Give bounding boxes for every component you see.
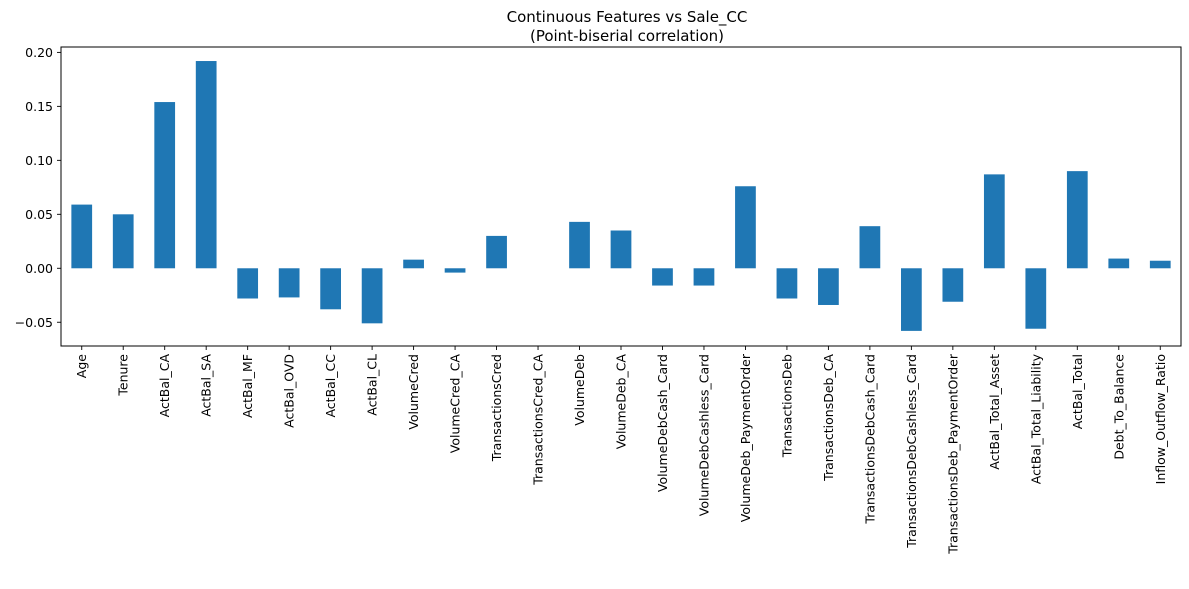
x-tick-label: VolumeDeb_CA xyxy=(614,354,629,450)
bar-actbal-cc xyxy=(320,268,341,310)
bar-volumecred-ca xyxy=(444,268,466,273)
bar-actbal-total-asset xyxy=(983,174,1005,269)
x-tick-label: ActBal_Total_Liability xyxy=(1028,353,1043,484)
bar-transactionsdeb xyxy=(776,268,798,299)
chart-title-line-1: Continuous Features vs Sale_CC xyxy=(507,8,748,27)
x-tick-label: TransactionsDebCashless_Card xyxy=(904,354,919,549)
bar-actbal-total-liability xyxy=(1025,268,1047,329)
x-tick-label: VolumeDeb xyxy=(572,354,587,426)
y-tick-label: −0.05 xyxy=(15,315,53,330)
bar-volumedebcashless-card xyxy=(693,268,715,286)
x-tick-label: TransactionsDeb xyxy=(779,354,794,458)
x-tick-label: VolumeCred_CA xyxy=(448,354,463,454)
y-tick-label: 0.15 xyxy=(25,99,53,114)
x-tick-label: ActBal_MF xyxy=(240,354,255,418)
y-tick-label: 0.05 xyxy=(25,207,53,222)
bar-actbal-cl xyxy=(361,268,383,324)
bar-volumedeb-ca xyxy=(610,230,632,269)
bar-volumecred xyxy=(403,259,424,269)
bar-actbal-ca xyxy=(154,102,176,269)
x-tick-label: Age xyxy=(74,354,89,378)
x-tick-label: TransactionsDeb_PaymentOrder xyxy=(945,353,960,555)
bar-inflow-outflow-ratio xyxy=(1149,260,1171,269)
plot-frame xyxy=(60,46,1182,347)
y-tick-label: 0.00 xyxy=(25,261,53,276)
bar-tenure xyxy=(112,214,134,269)
x-tick-label: Tenure xyxy=(116,354,131,397)
bar-transactionsdebcashless-card xyxy=(901,268,922,331)
x-tick-label: ActBal_SA xyxy=(199,354,214,417)
bar-age xyxy=(71,204,93,269)
bar-transactionscred xyxy=(486,235,507,269)
x-tick-label: ActBal_CL xyxy=(365,354,380,416)
x-tick-label: VolumeDeb_PaymentOrder xyxy=(738,353,753,522)
bar-transactionsdeb-ca xyxy=(818,268,839,305)
bar-actbal-mf xyxy=(237,268,259,299)
x-tick-label: VolumeDebCash_Card xyxy=(655,354,670,492)
x-tick-label: ActBal_OVD xyxy=(282,354,297,428)
x-tick-label: ActBal_CA xyxy=(157,354,172,418)
bar-transactionsdeb-paymentorder xyxy=(942,268,964,302)
bars-group xyxy=(71,61,1171,331)
chart-title-line-2: (Point-biserial correlation) xyxy=(530,27,724,45)
x-tick-label: Inflow_Outflow_Ratio xyxy=(1153,354,1168,484)
x-tick-label: VolumeCred xyxy=(406,354,421,430)
bar-actbal-ovd xyxy=(278,268,300,298)
y-tick-label: 0.20 xyxy=(25,45,53,60)
bar-volumedeb xyxy=(569,221,590,269)
bar-actbal-sa xyxy=(195,61,217,269)
bar-actbal-total xyxy=(1066,171,1088,269)
x-tick-label: ActBal_CC xyxy=(323,354,338,418)
bar-transactionsdebcash-card xyxy=(859,226,881,269)
x-axis: Age Tenure ActBal_CA ActBal_SA ActBal_MF ActB… xyxy=(74,346,1168,555)
x-tick-label: TransactionsDeb_CA xyxy=(821,354,836,482)
x-tick-label: TransactionsCred_CA xyxy=(531,354,546,486)
bar-volumedebcash-card xyxy=(652,268,673,286)
x-tick-label: TransactionsDebCash_Card xyxy=(862,354,877,525)
bar-volumedeb-paymentorder xyxy=(735,186,756,269)
x-tick-label: ActBal_Total_Asset xyxy=(987,354,1002,470)
x-tick-label: Debt_To_Balance xyxy=(1111,354,1126,460)
bar-debt-to-balance xyxy=(1108,258,1130,269)
x-tick-label: VolumeDebCashless_Card xyxy=(696,354,711,516)
x-tick-label: TransactionsCred xyxy=(489,354,504,462)
x-tick-label: ActBal_Total xyxy=(1070,354,1085,429)
y-axis: −0.05 0.00 0.05 0.10 0.15 0.20 xyxy=(15,45,61,330)
y-tick-label: 0.10 xyxy=(25,153,53,168)
